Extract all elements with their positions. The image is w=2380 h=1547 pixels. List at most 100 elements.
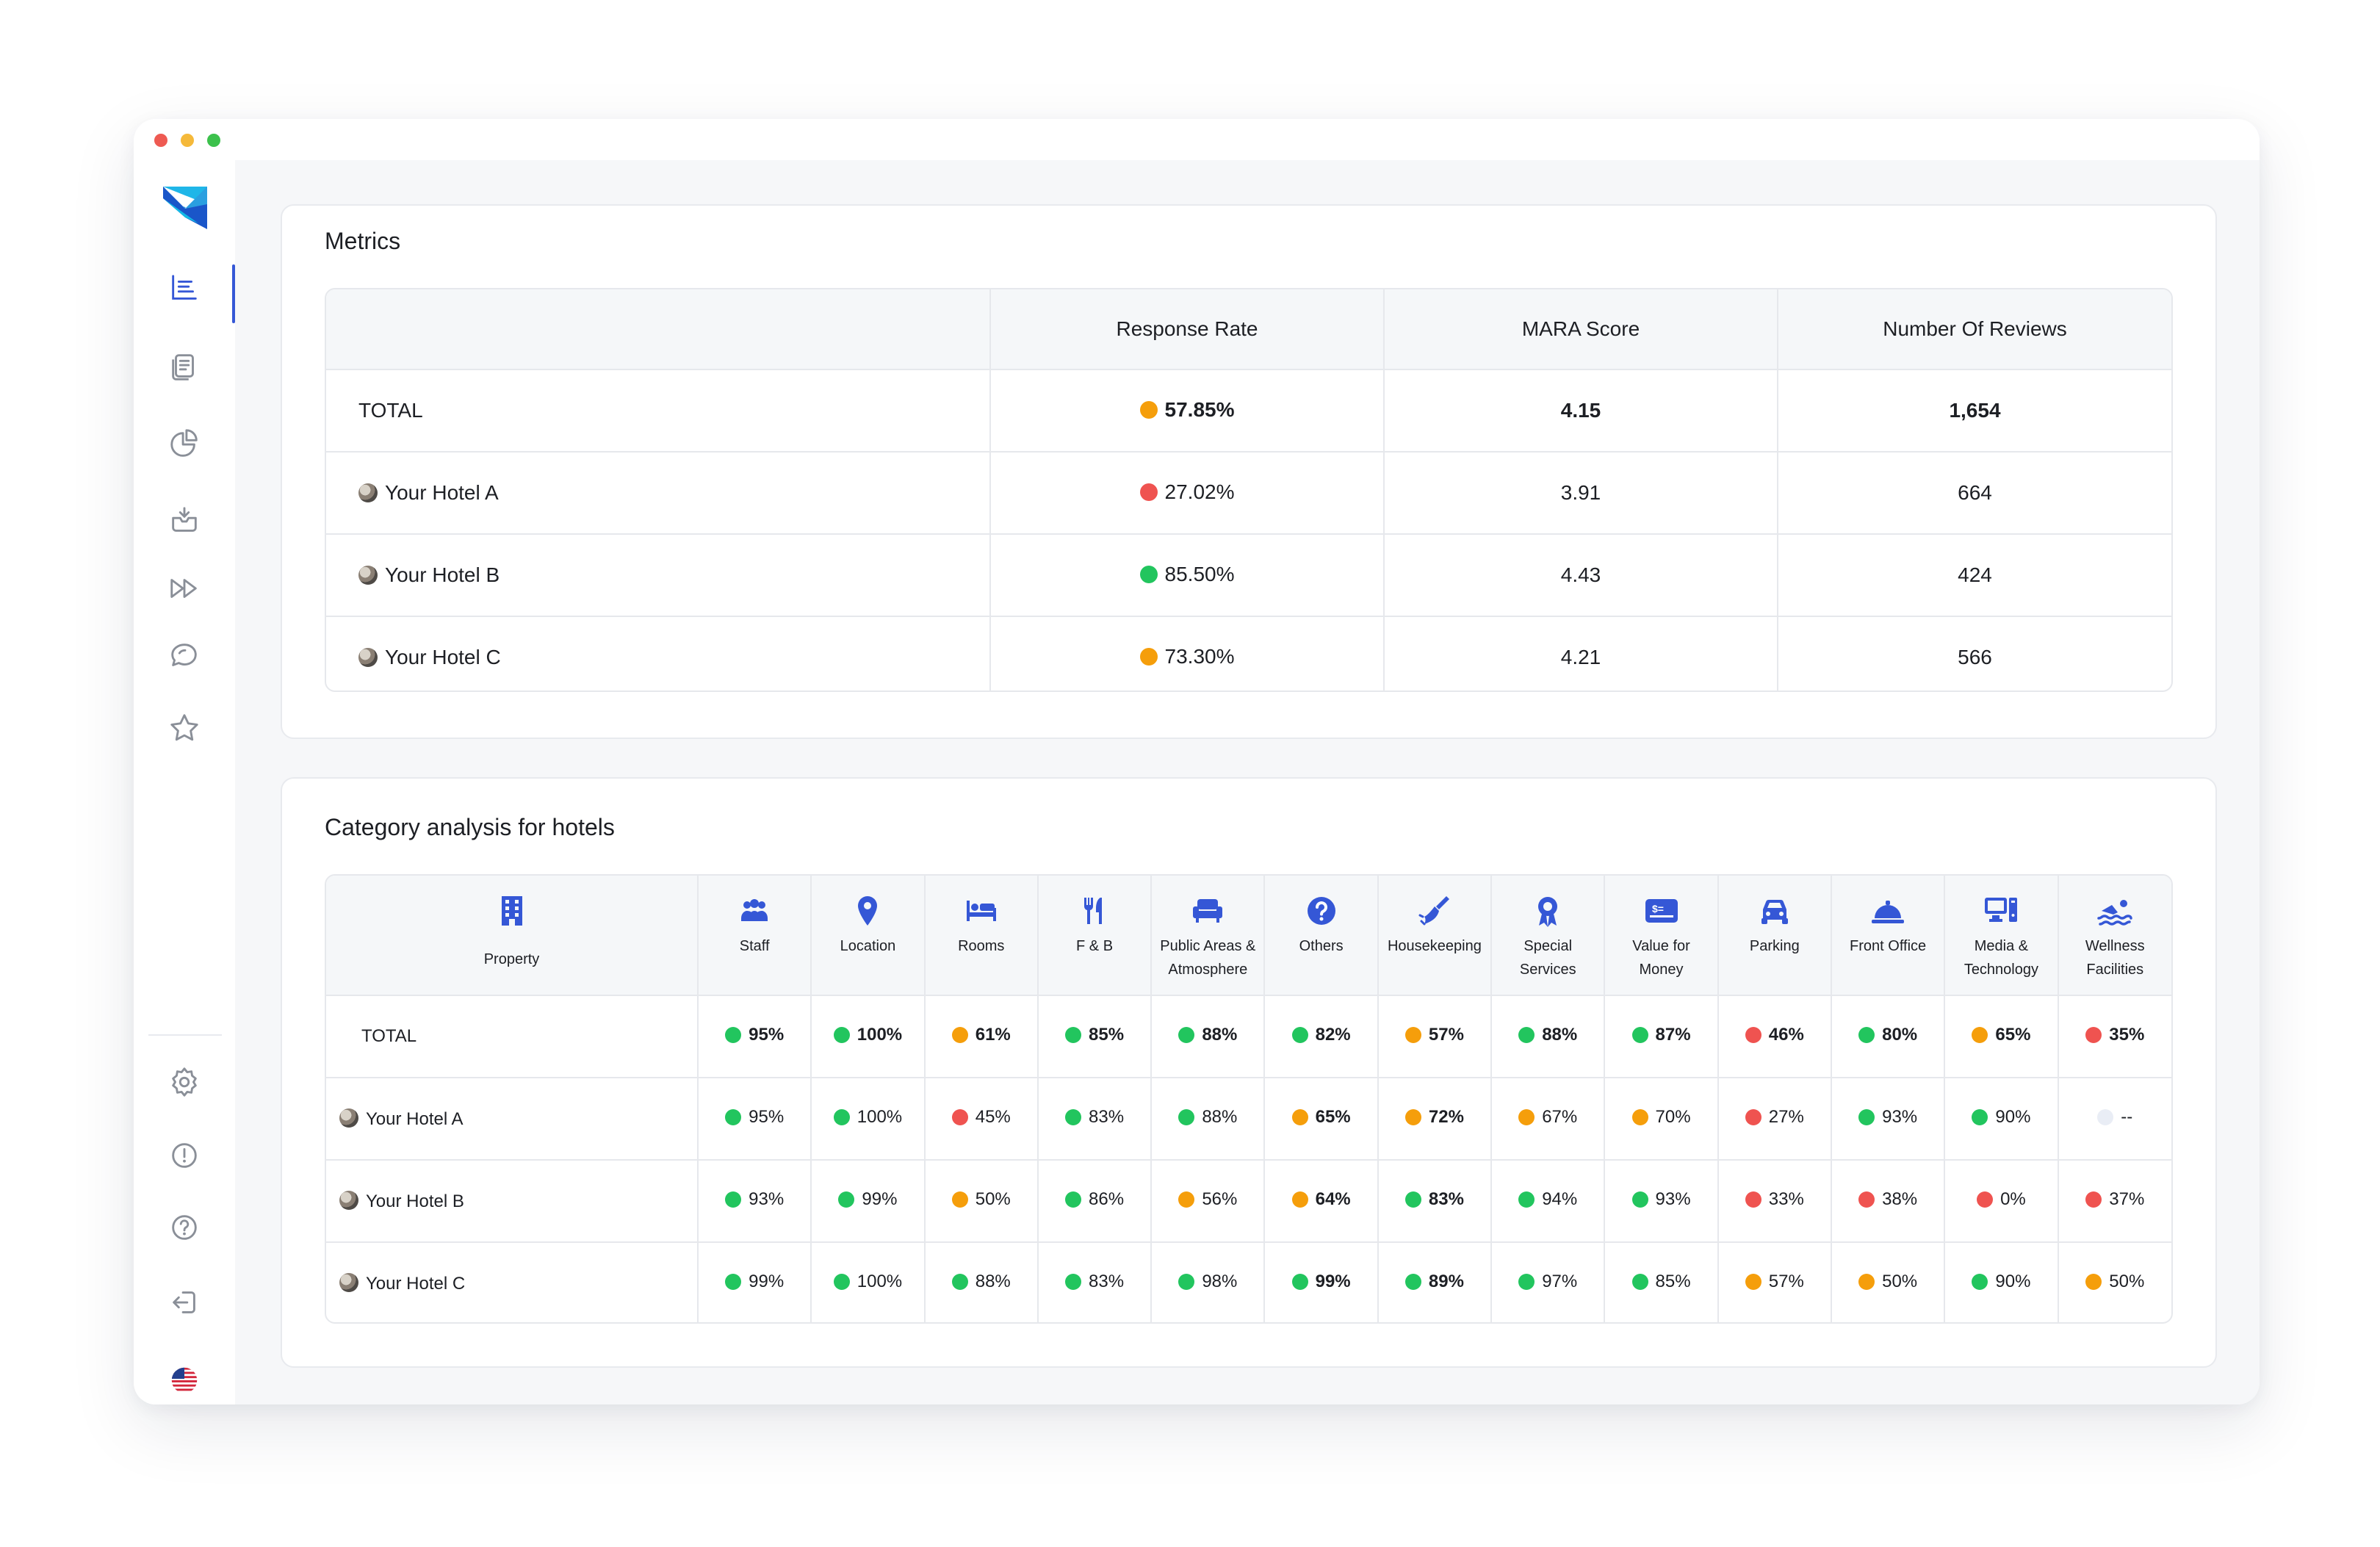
property-name[interactable]: Your Hotel C (366, 1273, 466, 1294)
sidebar-item-help[interactable] (134, 1202, 235, 1253)
minimize-window-button[interactable] (181, 134, 194, 147)
response-rate-cell: 27.02% (990, 452, 1385, 535)
category-column-header[interactable]: Location (811, 876, 926, 996)
sidebar-item-reports[interactable] (134, 263, 235, 323)
column-label: Media & Technology (1964, 938, 2038, 978)
property-name[interactable]: Your Hotel A (385, 481, 499, 504)
value-text: 99% (862, 1189, 898, 1209)
close-window-button[interactable] (154, 134, 167, 147)
category-score-cell: 88% (1151, 995, 1266, 1078)
sidebar-item-logout[interactable] (134, 1277, 235, 1328)
sidebar (134, 160, 235, 1404)
category-score-cell: 50% (1831, 1242, 1946, 1322)
status-value: 37% (2085, 1189, 2144, 1210)
metrics-table: Response Rate MARA Score Number Of Reviews… (325, 288, 2173, 692)
category-score-cell: 46% (1717, 995, 1832, 1078)
category-score-cell: 83% (1037, 1242, 1153, 1322)
category-column-header[interactable]: Special Services (1491, 876, 1606, 996)
category-column-header[interactable]: Others (1264, 876, 1379, 996)
column-label: Public Areas & Atmosphere (1160, 938, 1256, 978)
category-score-cell: 99% (1264, 1242, 1379, 1322)
category-score-cell: 37% (2058, 1160, 2171, 1243)
category-score-cell: 85% (1604, 1242, 1719, 1322)
category-row: Your Hotel C 99% 100% 88% 83% 98% 99% 89% 97% 85%… (326, 1242, 2171, 1322)
sidebar-item-inbox[interactable] (134, 495, 235, 547)
category-column-header[interactable]: Wellness Facilities (2058, 876, 2171, 996)
status-dot (1518, 1027, 1535, 1043)
property-name[interactable]: Your Hotel B (385, 563, 500, 586)
sidebar-item-chat[interactable] (134, 630, 235, 682)
category-column-header[interactable]: Media & Technology (1944, 876, 2059, 996)
category-score-cell: 64% (1264, 1160, 1379, 1243)
pie-chart-icon (170, 429, 198, 457)
category-score-cell: 61% (924, 995, 1039, 1078)
sidebar-item-pie-chart[interactable] (134, 419, 235, 470)
column-label: Property (483, 951, 540, 967)
sofa-icon (1193, 899, 1223, 923)
status-value: 33% (1745, 1189, 1804, 1210)
main-content: Metrics Response Rate MARA Score Number Of… (235, 160, 2260, 1404)
metrics-title: Metrics (325, 228, 401, 254)
sidebar-item-documents[interactable] (134, 341, 235, 392)
hotel-avatar (358, 566, 378, 585)
metrics-column-header (326, 289, 991, 370)
status-dot (1178, 1274, 1195, 1290)
category-column-header[interactable]: $= Value for Money (1604, 876, 1719, 996)
value-text: 87% (1655, 1025, 1691, 1045)
category-score-cell: 80% (1831, 995, 1946, 1078)
status-dot (1858, 1274, 1875, 1290)
status-dot (1178, 1027, 1195, 1043)
property-name[interactable]: Your Hotel A (366, 1108, 464, 1129)
value-text: 65% (1995, 1025, 2031, 1045)
broom-icon (1418, 896, 1449, 926)
status-dot (951, 1027, 968, 1043)
status-dot (951, 1274, 968, 1290)
column-label: Location (840, 938, 896, 954)
status-value: 93% (1858, 1107, 1917, 1128)
app-logo-icon[interactable] (160, 182, 210, 231)
hotel-avatar (339, 1108, 358, 1128)
maximize-window-button[interactable] (207, 134, 220, 147)
status-value: 87% (1631, 1025, 1691, 1045)
property-column-header[interactable]: Property (326, 876, 699, 996)
value-text: 90% (1995, 1107, 2031, 1127)
category-column-header[interactable]: F & B (1037, 876, 1153, 996)
column-label: Rooms (958, 938, 1005, 954)
category-column-header[interactable]: Rooms (924, 876, 1039, 996)
property-name[interactable]: Your Hotel C (385, 646, 501, 668)
status-value: 27.02% (1139, 480, 1234, 504)
sidebar-item-settings[interactable] (134, 1056, 235, 1108)
sidebar-item-star[interactable] (134, 702, 235, 754)
category-column-header[interactable]: Front Office (1831, 876, 1946, 996)
property-name: TOTAL (358, 399, 423, 422)
sidebar-item-fast-forward[interactable] (134, 563, 235, 614)
metrics-name-cell: Your Hotel C (326, 616, 991, 690)
property-name[interactable]: Your Hotel B (366, 1191, 464, 1211)
status-dot (1291, 1274, 1308, 1290)
sidebar-item-alert[interactable] (134, 1130, 235, 1181)
metrics-column-header[interactable]: MARA Score (1384, 289, 1778, 370)
value-text: 86% (1089, 1189, 1125, 1209)
category-column-header[interactable]: Housekeeping (1377, 876, 1493, 996)
status-value: 72% (1404, 1107, 1464, 1128)
status-value: 88% (1178, 1107, 1237, 1128)
status-value: 67% (1518, 1107, 1577, 1128)
status-value: 57.85% (1139, 398, 1234, 422)
column-label: Parking (1749, 938, 1800, 954)
metrics-column-header[interactable]: Number Of Reviews (1778, 289, 2171, 370)
status-value: 83% (1404, 1189, 1464, 1210)
value-text: 85% (1089, 1025, 1125, 1045)
category-column-header[interactable]: Staff (698, 876, 812, 996)
mara-score-cell: 3.91 (1384, 452, 1778, 535)
column-label: Staff (739, 938, 770, 954)
value-text: 95% (749, 1025, 785, 1045)
property-name: TOTAL (361, 1026, 417, 1046)
metrics-row: Your Hotel B 85.50% 4.43 424 (326, 534, 2171, 617)
column-label: F & B (1076, 938, 1114, 954)
metrics-column-header[interactable]: Response Rate (990, 289, 1385, 370)
status-dot (1139, 400, 1158, 419)
category-column-header[interactable]: Public Areas & Atmosphere (1151, 876, 1266, 996)
category-column-header[interactable]: Parking (1717, 876, 1832, 996)
status-value: 73.30% (1139, 645, 1234, 668)
sidebar-item-us-flag[interactable] (134, 1355, 235, 1404)
